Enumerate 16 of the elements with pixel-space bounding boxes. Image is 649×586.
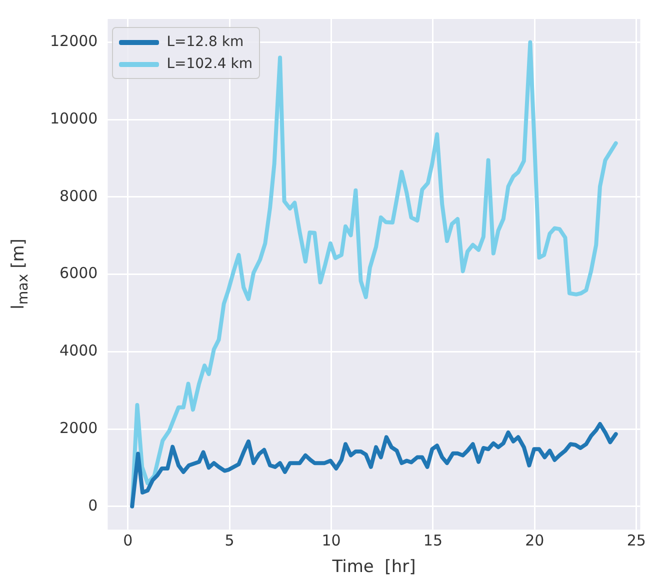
y-tick-label: 2000	[60, 418, 98, 437]
x-tick-label: 5	[224, 531, 234, 550]
y-tick-label: 4000	[60, 342, 98, 360]
legend-label: L=12.8 km	[166, 34, 244, 50]
x-tick-label: 10	[322, 531, 341, 550]
y-tick-label: 6000	[60, 264, 98, 282]
y-tick-label: 10000	[50, 109, 98, 128]
y-tick-label: 0	[88, 496, 98, 514]
x-axis-title: Time [hr]	[331, 557, 416, 578]
legend-label: L=102.4 km	[166, 56, 253, 72]
x-tick-label: 0	[123, 531, 133, 550]
y-tick-label: 8000	[60, 186, 98, 205]
x-tick-label: 20	[525, 531, 544, 550]
x-tick-label: 15	[423, 531, 443, 550]
y-tick-label: 12000	[50, 32, 98, 50]
x-tick-label: 25	[626, 531, 646, 550]
